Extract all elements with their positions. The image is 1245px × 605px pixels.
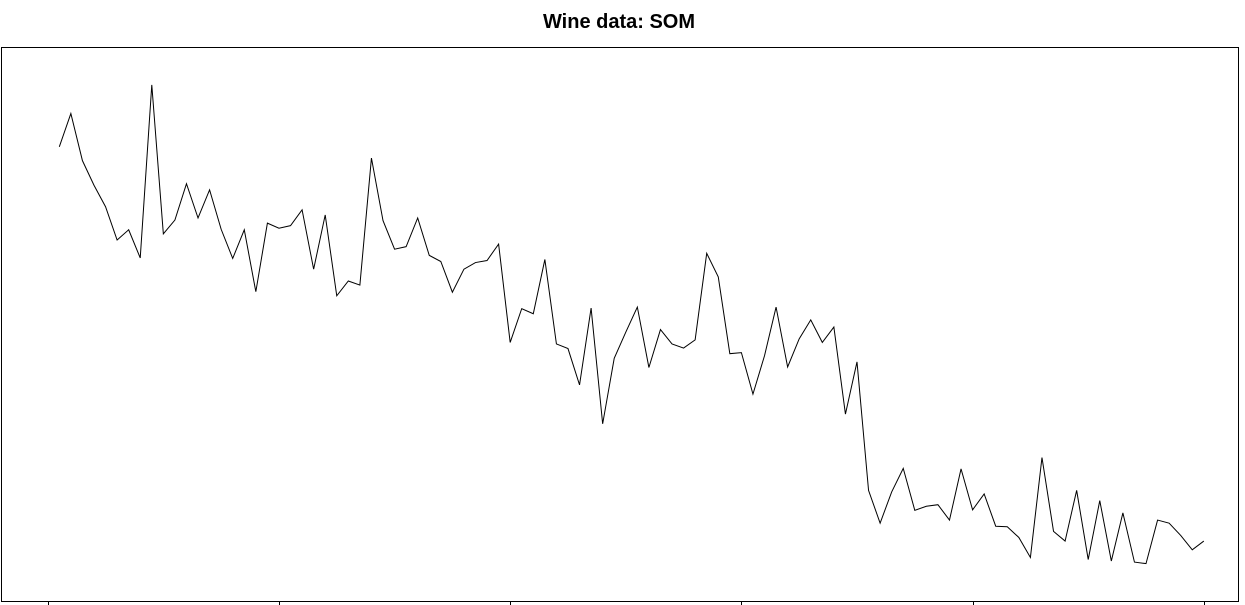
- plot-frame: [1, 47, 1239, 602]
- series-group: [58, 84, 1205, 565]
- chart-title: Wine data: SOM: [542, 11, 696, 33]
- series-line-0: [58, 84, 1205, 565]
- x-axis-ticks: [48, 601, 1205, 605]
